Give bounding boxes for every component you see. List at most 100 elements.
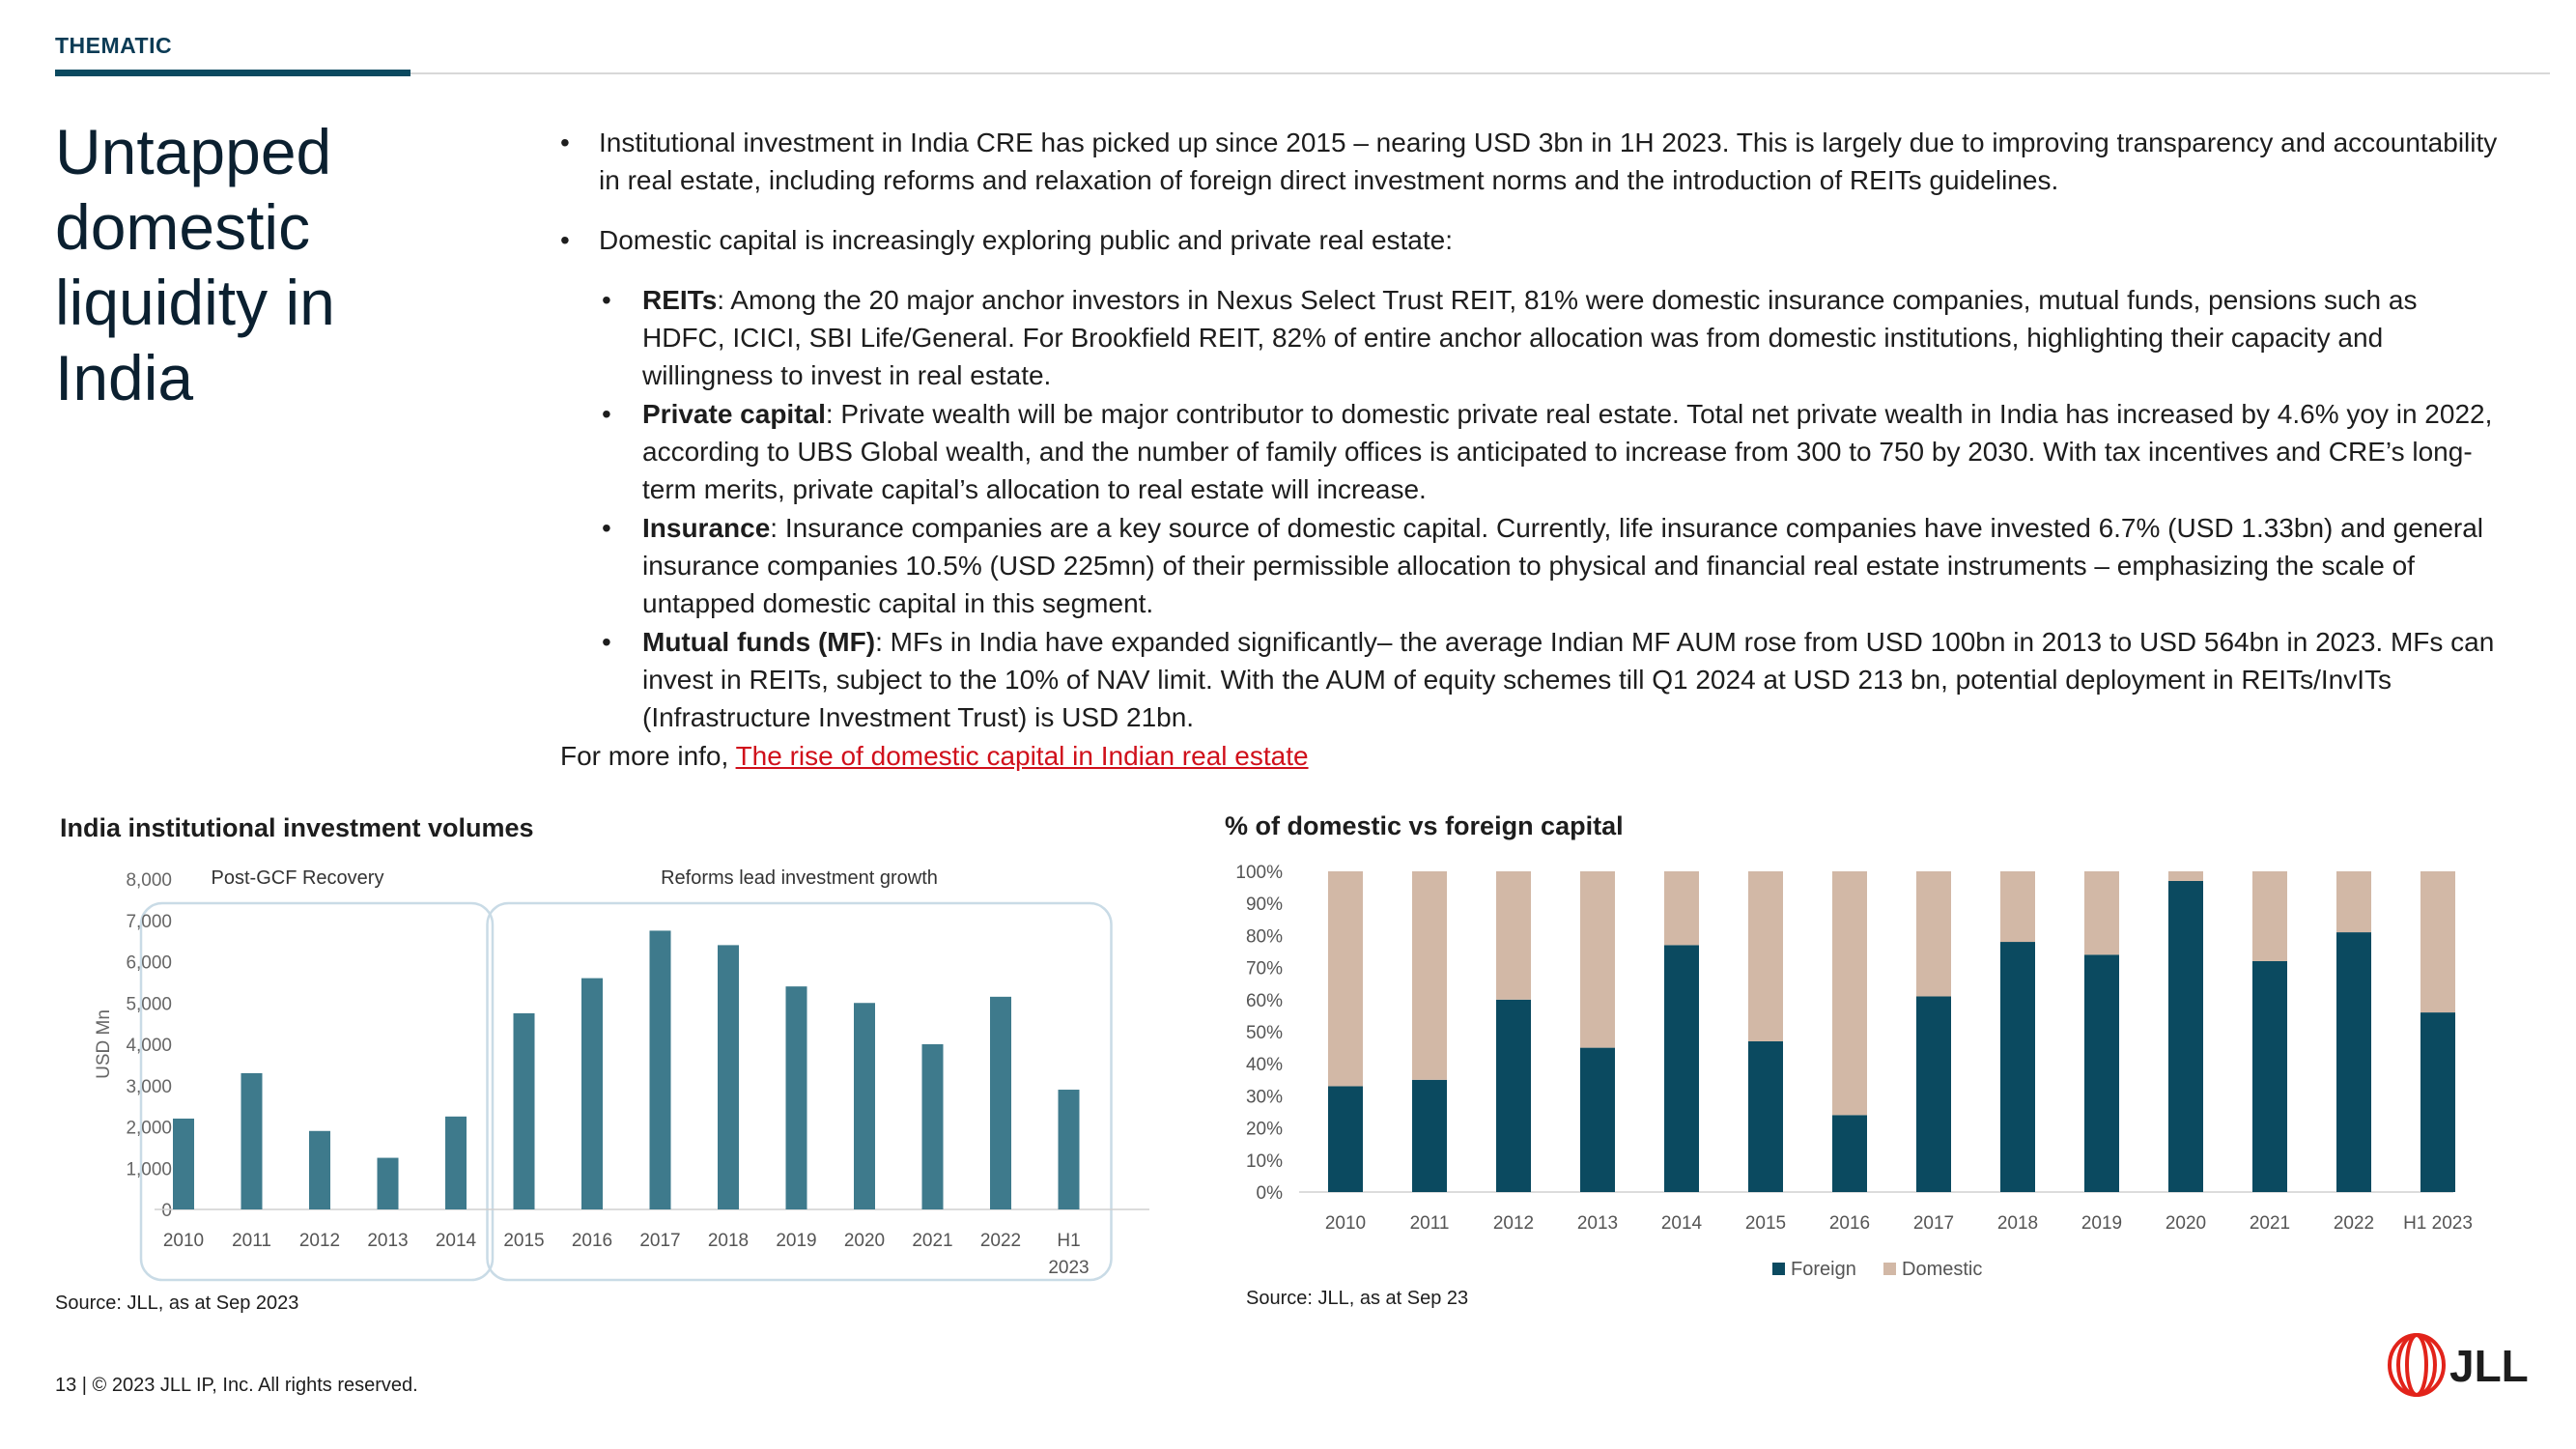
body-text: Institutional investment in India CRE ha…: [560, 124, 2502, 775]
bar-foreign: [2336, 932, 2371, 1192]
y-tick-label: 50%: [1246, 1023, 1283, 1043]
x-tick-label: 2010: [1325, 1213, 1366, 1234]
page-title-line: India: [55, 342, 194, 413]
x-tick-label: 2011: [232, 1231, 271, 1251]
bar-domestic: [1580, 871, 1615, 1048]
bar: [921, 1044, 944, 1209]
investment-volume-chart: Post-GCF Recovery Reforms lead investment…: [94, 867, 1149, 1282]
jll-logo-text: JLL: [2449, 1341, 2529, 1391]
y-tick-label: 10%: [1246, 1151, 1283, 1172]
bar-foreign: [2000, 942, 2035, 1192]
sub-bullet-label: Insurance: [642, 513, 771, 543]
sub-bullet-text: : MFs in India have expanded significant…: [642, 627, 2495, 732]
bar: [649, 930, 671, 1209]
x-tick-label: 2022: [980, 1231, 1021, 1251]
x-tick-label: 2010: [163, 1231, 204, 1251]
x-tick-label: 2019: [776, 1231, 816, 1251]
y-tick-label: 90%: [1246, 895, 1283, 915]
chart1-source: Source: JLL, as at Sep 2023: [55, 1293, 299, 1314]
y-tick-label: 80%: [1246, 926, 1283, 947]
more-info-line: For more info, The rise of domestic capi…: [560, 737, 2502, 775]
bar-domestic: [1916, 871, 1951, 997]
y-tick-label: 60%: [1246, 991, 1283, 1011]
bar: [513, 1012, 535, 1209]
section-underline: [55, 70, 410, 76]
bar-foreign: [2420, 1012, 2455, 1192]
y-tick-label: 1,000: [126, 1159, 172, 1179]
bar-domestic: [2168, 871, 2203, 881]
bar-domestic: [1664, 871, 1699, 946]
bar-foreign: [1916, 996, 1951, 1192]
y-tick-label: 4,000: [126, 1036, 172, 1056]
x-tick-label: 2018: [708, 1231, 749, 1251]
x-tick-label: 2012: [1493, 1213, 1534, 1234]
bar: [581, 978, 603, 1209]
sub-bullet-label: Private capital: [642, 399, 826, 429]
page-title-line: Untapped: [55, 116, 332, 187]
page-title-line: liquidity in: [55, 267, 335, 338]
bar: [785, 986, 807, 1209]
y-axis-label: USD Mn: [94, 1009, 114, 1079]
bar: [854, 1003, 875, 1209]
sub-bullet-reits: REITs: Among the 20 major anchor investo…: [602, 281, 2502, 394]
bar: [173, 1118, 194, 1209]
bar-domestic: [1328, 871, 1363, 1087]
y-tick-label: 3,000: [126, 1077, 172, 1097]
chart2-title: % of domestic vs foreign capital: [1225, 811, 1624, 840]
y-tick-label: 5,000: [126, 994, 172, 1014]
bar: [445, 1116, 467, 1209]
sub-bullet-private-capital: Private capital: Private wealth will be …: [602, 395, 2502, 508]
x-tick-label: 2015: [503, 1231, 544, 1251]
y-tick-label: 30%: [1246, 1087, 1283, 1107]
x-tick-label: 2016: [1829, 1213, 1870, 1234]
more-info-prefix: For more info,: [560, 741, 736, 771]
annotation-label: Reforms lead investment growth: [661, 867, 938, 889]
legend-label-foreign: Foreign: [1791, 1259, 1856, 1280]
x-tick-label: 2020: [2166, 1213, 2206, 1234]
x-tick-label: 2017: [639, 1231, 680, 1251]
bar: [990, 996, 1011, 1209]
x-tick-label: 2020: [844, 1231, 885, 1251]
sub-bullet-label: REITs: [642, 285, 718, 315]
bar-domestic: [2252, 871, 2287, 961]
chart2-source: Source: JLL, as at Sep 23: [1246, 1288, 1469, 1309]
bar-foreign: [1664, 945, 1699, 1192]
jll-logo: JLL: [2388, 1333, 2529, 1397]
bar-domestic: [1832, 871, 1867, 1116]
x-tick-label: 2022: [2334, 1213, 2374, 1234]
bar-foreign: [1496, 999, 1531, 1192]
y-tick-label: 0: [161, 1201, 172, 1221]
x-tick-label: 2011: [1410, 1213, 1450, 1234]
bar: [241, 1072, 263, 1209]
x-tick-label: 2014: [436, 1231, 477, 1251]
y-tick-label: 40%: [1246, 1055, 1283, 1075]
bar-foreign: [1832, 1115, 1867, 1192]
bullet-domestic: Domestic capital is increasingly explori…: [560, 221, 2502, 259]
sub-bullet-text: : Private wealth will be major contribut…: [642, 399, 2493, 504]
bar-foreign: [2252, 960, 2287, 1192]
legend-label-domestic: Domestic: [1902, 1259, 1982, 1280]
bar: [377, 1157, 399, 1209]
x-tick-label: 2015: [1745, 1213, 1786, 1234]
x-tick-label: H1 2023: [2403, 1213, 2473, 1234]
bar: [309, 1130, 330, 1209]
sub-bullet-text: : Among the 20 major anchor investors in…: [642, 285, 2418, 390]
x-tick-label: 2018: [1997, 1213, 2038, 1234]
bar-foreign: [1412, 1079, 1447, 1192]
y-tick-label: 2,000: [126, 1119, 172, 1139]
sub-bullet-text: : Insurance companies are a key source o…: [642, 513, 2484, 618]
bar: [718, 945, 739, 1209]
y-tick-label: 6,000: [126, 953, 172, 974]
y-tick-label: 8,000: [126, 870, 172, 891]
bar-foreign: [1748, 1040, 1783, 1192]
bar-domestic: [1748, 871, 1783, 1041]
chart1-title: India institutional investment volumes: [60, 813, 534, 842]
sub-bullet-list: REITs: Among the 20 major anchor investo…: [602, 281, 2502, 736]
bar-domestic: [1412, 871, 1447, 1080]
legend-swatch-domestic: [1883, 1263, 1896, 1275]
more-info-link[interactable]: The rise of domestic capital in Indian r…: [735, 741, 1309, 771]
sub-bullet-label: Mutual funds (MF): [642, 627, 876, 657]
y-tick-label: 100%: [1235, 863, 1283, 883]
footer-copyright: 13 | © 2023 JLL IP, Inc. All rights rese…: [55, 1375, 418, 1396]
annotation-box: [139, 901, 495, 1282]
